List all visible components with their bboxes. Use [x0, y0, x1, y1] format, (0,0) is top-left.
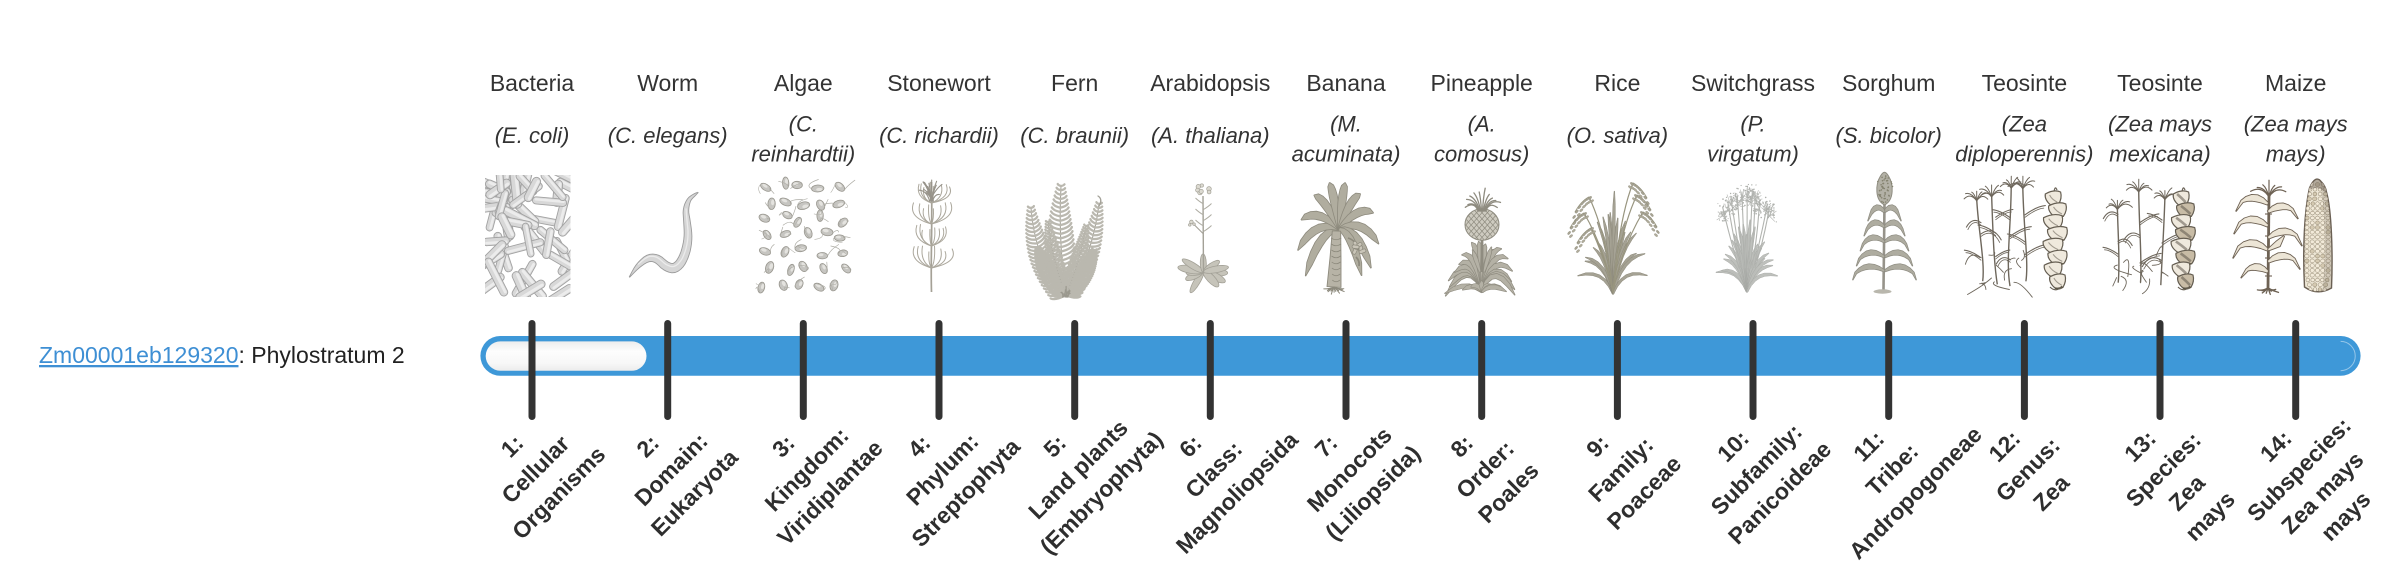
- svg-text:acuminata): acuminata): [1292, 142, 1401, 167]
- svg-text:Banana: Banana: [1306, 70, 1386, 96]
- svg-text:diploperennis): diploperennis): [1955, 142, 2093, 167]
- svg-text:(C. braunii): (C. braunii): [1020, 123, 1129, 148]
- svg-text:reinhardtii): reinhardtii): [751, 142, 855, 167]
- svg-text:(E. coli): (E. coli): [495, 123, 570, 148]
- svg-text:6:: 6:: [1174, 430, 1207, 463]
- svg-text:Worm: Worm: [637, 70, 698, 96]
- svg-text:Rice: Rice: [1594, 70, 1640, 96]
- svg-text:(C. elegans): (C. elegans): [608, 123, 728, 148]
- svg-text:Maize: Maize: [2265, 70, 2326, 96]
- svg-text:(C. richardii): (C. richardii): [879, 123, 999, 148]
- svg-text:(O. sativa): (O. sativa): [1567, 123, 1668, 148]
- svg-text:(Zea mays: (Zea mays: [2244, 112, 2348, 137]
- svg-text:2:: 2:: [631, 430, 664, 463]
- svg-text:4:: 4:: [903, 430, 936, 463]
- svg-text:(M.: (M.: [1330, 112, 1362, 137]
- svg-text:5:: 5:: [1038, 430, 1071, 463]
- svg-text:Teosinte: Teosinte: [2117, 70, 2203, 96]
- svg-text:3:: 3:: [767, 430, 800, 463]
- svg-text:comosus): comosus): [1434, 142, 1529, 167]
- svg-text:Fern: Fern: [1051, 70, 1098, 96]
- svg-text:(Zea mays: (Zea mays: [2108, 112, 2212, 137]
- svg-text:Stonewort: Stonewort: [887, 70, 991, 96]
- svg-text:mexicana): mexicana): [2109, 142, 2210, 167]
- svg-text:(C.: (C.: [789, 112, 818, 137]
- svg-text:(A.: (A.: [1468, 112, 1496, 137]
- svg-text:virgatum): virgatum): [1707, 142, 1799, 167]
- svg-text:Bacteria: Bacteria: [490, 70, 575, 96]
- svg-text:mays): mays): [2266, 142, 2326, 167]
- svg-text:1:: 1:: [496, 430, 529, 463]
- svg-text:7:: 7:: [1310, 430, 1343, 463]
- svg-text:(A. thaliana): (A. thaliana): [1151, 123, 1270, 148]
- svg-text:(P.: (P.: [1740, 112, 1765, 137]
- svg-text:Teosinte: Teosinte: [1982, 70, 2068, 96]
- svg-text:Switchgrass: Switchgrass: [1691, 70, 1815, 96]
- svg-text:Sorghum: Sorghum: [1842, 70, 1935, 96]
- svg-text:9:: 9:: [1581, 430, 1614, 463]
- svg-text:Algae: Algae: [774, 70, 833, 96]
- svg-text:Zm00001eb129320: Phylostratum: Zm00001eb129320: Phylostratum 2: [39, 342, 405, 368]
- svg-text:8:: 8:: [1445, 430, 1478, 463]
- svg-text:(Zea: (Zea: [2002, 112, 2047, 137]
- svg-text:(S. bicolor): (S. bicolor): [1836, 123, 1942, 148]
- svg-text:Arabidopsis: Arabidopsis: [1150, 70, 1270, 96]
- svg-text:Pineapple: Pineapple: [1431, 70, 1533, 96]
